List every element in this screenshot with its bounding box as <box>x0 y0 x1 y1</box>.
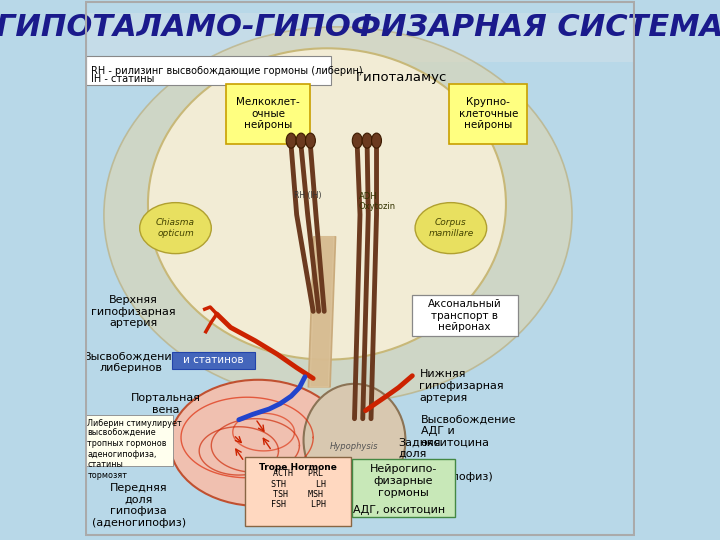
FancyBboxPatch shape <box>84 415 173 466</box>
Ellipse shape <box>415 202 487 254</box>
Ellipse shape <box>362 133 372 148</box>
Ellipse shape <box>104 27 572 403</box>
FancyBboxPatch shape <box>449 84 528 144</box>
FancyBboxPatch shape <box>86 56 331 85</box>
Text: Мелкоклет-
очные
нейроны: Мелкоклет- очные нейроны <box>236 97 300 130</box>
Text: Крупно-
клеточные
нейроны: Крупно- клеточные нейроны <box>459 97 518 130</box>
Text: и статинов: и статинов <box>183 355 244 365</box>
Text: Портальная
вена: Портальная вена <box>131 393 201 415</box>
Ellipse shape <box>296 133 306 148</box>
Text: Hypophysis: Hypophysis <box>330 442 379 451</box>
Text: Высвобождение
либеринов: Высвобождение либеринов <box>84 352 179 373</box>
Text: ADH
Oxytozin: ADH Oxytozin <box>359 192 396 211</box>
FancyBboxPatch shape <box>245 457 351 525</box>
Text: Chiasma
opticum: Chiasma opticum <box>156 219 195 238</box>
FancyBboxPatch shape <box>412 295 518 336</box>
Text: RH (IH): RH (IH) <box>294 191 321 200</box>
Ellipse shape <box>372 133 382 148</box>
Text: Высвобождение
АДГ и
окситоцина: Высвобождение АДГ и окситоцина <box>420 414 516 448</box>
Ellipse shape <box>140 202 211 254</box>
Ellipse shape <box>148 48 506 360</box>
Text: Trope Hormone: Trope Hormone <box>259 463 337 472</box>
Text: Верхняя
гипофизарная
артерия: Верхняя гипофизарная артерия <box>91 295 176 328</box>
Text: Нижняя
гипофизарная
артерия: Нижняя гипофизарная артерия <box>420 369 504 402</box>
FancyBboxPatch shape <box>225 84 310 144</box>
Text: Передняя
доля
гипофиза
(аденогипофиз): Передняя доля гипофиза (аденогипофиз) <box>91 483 186 528</box>
Text: Corpus
mamillare: Corpus mamillare <box>428 219 474 238</box>
FancyBboxPatch shape <box>171 352 256 369</box>
FancyBboxPatch shape <box>85 14 635 62</box>
Text: RH - рилизинг высвобождающие гормоны (либерин): RH - рилизинг высвобождающие гормоны (ли… <box>91 66 363 76</box>
Ellipse shape <box>304 384 405 496</box>
Text: Нейрогипо-
физарные
гормоны: Нейрогипо- физарные гормоны <box>370 464 437 497</box>
Text: IH - статины: IH - статины <box>91 75 155 84</box>
Text: АДГ, окситоцин: АДГ, окситоцин <box>354 505 446 515</box>
Ellipse shape <box>352 133 362 148</box>
Text: Задняя
доля
гипофиза
(нейрогипофиз): Задняя доля гипофиза (нейрогипофиз) <box>399 437 492 482</box>
Ellipse shape <box>286 133 296 148</box>
Ellipse shape <box>170 380 346 506</box>
Text: ACTH   PRL
STH      LH
TSH    MSH
FSH     LPH: ACTH PRL STH LH TSH MSH FSH LPH <box>271 469 326 509</box>
Ellipse shape <box>305 133 315 148</box>
Text: Либерин стимулирует
высвобождение
тропных гормонов
аденогипофиза,
статины
тормоз: Либерин стимулирует высвобождение тропны… <box>87 418 182 480</box>
Text: ГИПОТАЛАМО-ГИПОФИЗАРНАЯ СИСТЕМА: ГИПОТАЛАМО-ГИПОФИЗАРНАЯ СИСТЕМА <box>0 14 720 43</box>
Text: Аксональный
транспорт в
нейронах: Аксональный транспорт в нейронах <box>428 299 502 332</box>
FancyBboxPatch shape <box>352 460 455 517</box>
Text: Гипоталамус: Гипоталамус <box>356 71 447 84</box>
